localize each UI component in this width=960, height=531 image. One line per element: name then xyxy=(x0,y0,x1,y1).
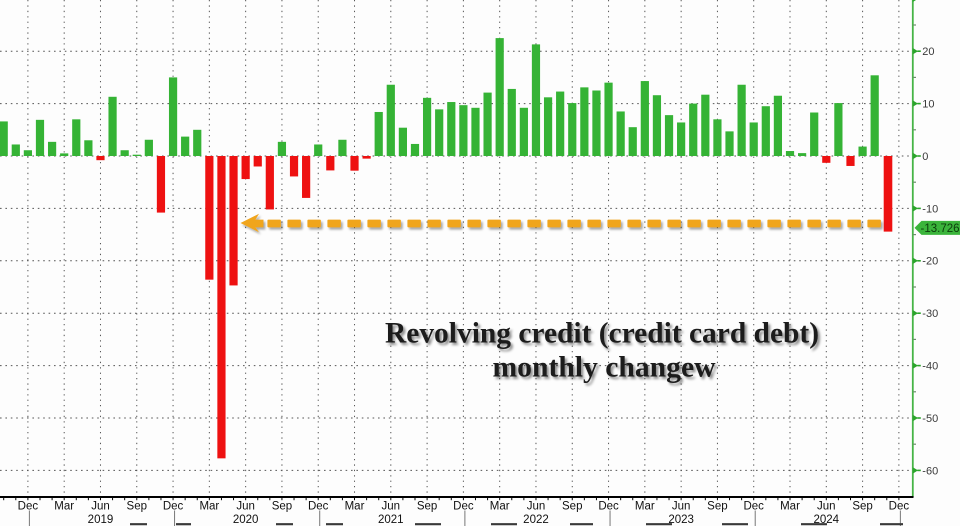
svg-text:Sep: Sep xyxy=(707,501,727,513)
svg-text:Jun: Jun xyxy=(236,501,255,513)
svg-text:0: 0 xyxy=(922,151,928,163)
svg-text:Jun: Jun xyxy=(817,501,836,513)
svg-text:Jun: Jun xyxy=(527,501,546,513)
svg-text:Sep: Sep xyxy=(417,501,437,513)
svg-text:Jun: Jun xyxy=(382,501,401,513)
svg-text:2024: 2024 xyxy=(814,514,840,526)
svg-text:10: 10 xyxy=(922,99,934,111)
svg-text:Dec: Dec xyxy=(163,501,184,513)
svg-text:Dec: Dec xyxy=(598,501,619,513)
svg-text:Sep: Sep xyxy=(272,501,292,513)
svg-text:2022: 2022 xyxy=(523,514,549,526)
svg-text:Dec: Dec xyxy=(743,501,764,513)
svg-text:Dec: Dec xyxy=(308,501,329,513)
svg-text:-20: -20 xyxy=(922,256,938,268)
svg-text:Mar: Mar xyxy=(54,501,74,513)
svg-text:-40: -40 xyxy=(922,361,938,373)
svg-text:monthly changew: monthly changew xyxy=(493,352,717,384)
svg-text:Mar: Mar xyxy=(635,501,655,513)
svg-text:Sep: Sep xyxy=(852,501,872,513)
svg-text:20: 20 xyxy=(922,46,934,58)
svg-text:Mar: Mar xyxy=(780,501,800,513)
svg-text:Dec: Dec xyxy=(18,501,39,513)
svg-text:Mar: Mar xyxy=(199,501,219,513)
svg-text:Dec: Dec xyxy=(453,501,474,513)
svg-text:Revolving credit (credit card: Revolving credit (credit card debt) xyxy=(385,318,819,350)
svg-text:-50: -50 xyxy=(922,413,938,425)
svg-text:Dec: Dec xyxy=(889,501,910,513)
svg-text:2019: 2019 xyxy=(88,514,114,526)
svg-text:Jun: Jun xyxy=(91,501,110,513)
svg-text:-60: -60 xyxy=(922,465,938,477)
svg-text:-10: -10 xyxy=(922,203,938,215)
svg-text:Mar: Mar xyxy=(490,501,510,513)
svg-text:Sep: Sep xyxy=(127,501,147,513)
svg-text:-13.726: -13.726 xyxy=(921,223,960,235)
svg-text:2023: 2023 xyxy=(668,514,694,526)
svg-text:-30: -30 xyxy=(922,308,938,320)
svg-text:Jun: Jun xyxy=(672,501,691,513)
svg-text:2020: 2020 xyxy=(233,514,259,526)
svg-text:2021: 2021 xyxy=(378,514,404,526)
svg-text:Mar: Mar xyxy=(345,501,365,513)
svg-text:Sep: Sep xyxy=(562,501,582,513)
